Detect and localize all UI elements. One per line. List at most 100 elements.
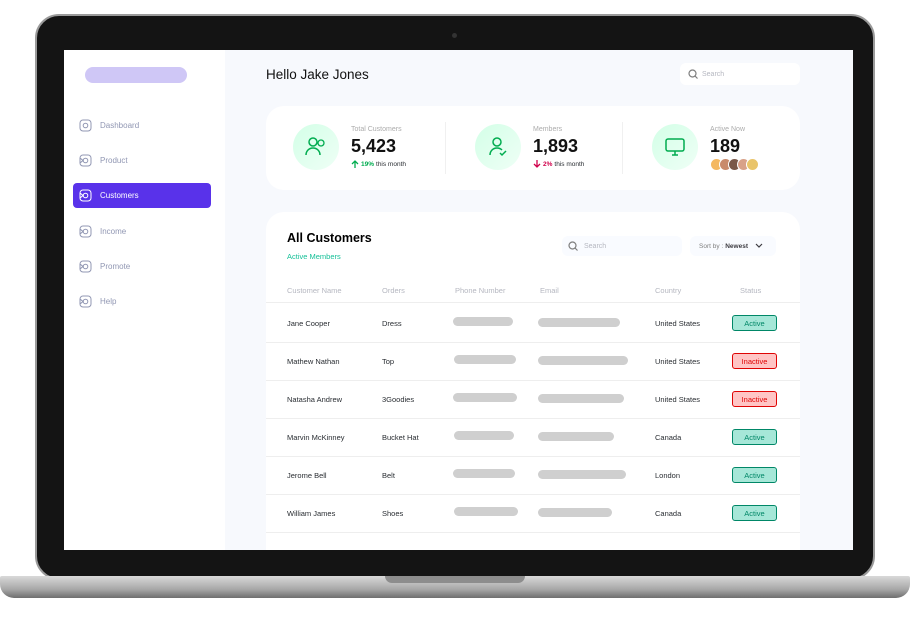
sort-label: Sort by :	[699, 242, 724, 250]
greeting: Hello Jake Jones	[266, 67, 369, 82]
stat-value: 1,893	[533, 136, 579, 156]
nav-item[interactable]: Help	[73, 289, 211, 314]
cell-country: London	[655, 471, 681, 480]
stat-icon-circle	[475, 124, 521, 170]
cell-order: Top	[382, 357, 395, 366]
column-header: Country	[655, 286, 682, 295]
search-placeholder: Search	[584, 242, 607, 250]
laptop-notch	[385, 576, 525, 583]
cell-country: United States	[655, 319, 701, 328]
laptop-base	[0, 576, 910, 598]
email-redacted	[538, 394, 624, 403]
nav-label: Customers	[100, 191, 139, 201]
stat-value: 189	[710, 136, 741, 156]
sort-dropdown[interactable]: Sort by : Newest	[690, 236, 776, 256]
avatar	[746, 158, 759, 171]
stat-change-value: 2%	[543, 161, 553, 168]
cell-name: Mathew Nathan	[287, 357, 340, 366]
nav-label: Product	[100, 156, 128, 166]
cell-order: Bucket Hat	[382, 433, 419, 442]
column-header: Phone Number	[455, 286, 506, 295]
nav-label: Help	[100, 297, 117, 306]
trend-arrow	[533, 160, 541, 168]
nav-label: Income	[100, 226, 127, 236]
phone-redacted	[453, 393, 517, 402]
search-box[interactable]: Search	[680, 63, 800, 85]
column-header: Email	[540, 286, 559, 295]
nav-item[interactable]: Product	[73, 148, 211, 173]
status-badge: Inactive	[732, 353, 777, 369]
nav-chevron	[79, 263, 84, 270]
status-badge: Active	[732, 315, 777, 331]
cell-name: Jane Cooper	[287, 319, 330, 328]
row-separator	[266, 342, 800, 343]
nav-label: Dashboard	[100, 121, 140, 130]
nav-chevron	[79, 157, 84, 164]
stat-period: this month	[554, 161, 585, 168]
cell-name: Marvin McKinney	[287, 433, 345, 442]
cell-country: Canada	[655, 433, 682, 442]
phone-redacted	[454, 507, 518, 516]
nav-item[interactable]: Promote	[73, 254, 211, 279]
stat-label: Active Now	[710, 126, 746, 133]
sort-value: Newest	[725, 242, 748, 250]
nav-chevron	[79, 192, 84, 199]
stat-icon	[489, 137, 507, 157]
nav-item[interactable]: Customers	[73, 183, 211, 209]
cell-name: Jerome Bell	[287, 471, 327, 480]
nav-chevron	[79, 228, 84, 235]
logo	[85, 67, 187, 83]
header-rule	[266, 302, 800, 303]
cell-name: Natasha Andrew	[287, 395, 343, 404]
stats-card: Total Customers 5,423 19% this month Members…	[266, 106, 800, 190]
sort-chevron	[755, 243, 763, 248]
stat-icon-circle	[293, 124, 339, 170]
stat-label: Members	[533, 126, 563, 133]
cell-country: United States	[655, 357, 701, 366]
search-icon	[568, 241, 578, 251]
divider	[622, 122, 623, 174]
cell-name: William James	[287, 509, 336, 518]
cell-order: Dress	[382, 319, 402, 328]
sidebar: Dashboard Product Customers Income Promote He…	[64, 50, 225, 550]
table-title: All Customers	[287, 231, 372, 245]
email-redacted	[538, 432, 614, 441]
email-redacted	[538, 318, 620, 327]
screen: Dashboard Product Customers Income Promote He…	[64, 50, 853, 550]
column-header: Orders	[382, 286, 405, 295]
nav-item[interactable]: Income	[73, 219, 211, 244]
stat-label: Total Customers	[351, 126, 402, 133]
email-redacted	[538, 508, 612, 517]
column-header: Customer Name	[287, 286, 342, 295]
search-icon	[688, 69, 698, 79]
cell-country: United States	[655, 395, 701, 404]
row-separator	[266, 380, 800, 381]
status-badge: Active	[732, 505, 777, 521]
email-redacted	[538, 470, 626, 479]
camera	[452, 33, 457, 38]
cell-order: 3Goodies	[382, 395, 415, 404]
customers-card: All Customers Active Members Search Sort…	[266, 212, 800, 550]
stat-icon	[665, 138, 685, 156]
stat-change: 2% this month	[533, 160, 584, 169]
column-header: Status	[740, 286, 762, 295]
nav-item[interactable]: Dashboard	[73, 113, 211, 138]
table-search[interactable]: Search	[562, 236, 682, 256]
table-subtitle[interactable]: Active Members	[287, 252, 341, 261]
stat-value: 5,423	[351, 136, 397, 156]
cell-country: Canada	[655, 509, 682, 518]
trend-arrow	[351, 160, 359, 168]
stat-period: this month	[376, 161, 407, 168]
row-separator	[266, 494, 800, 495]
stat-change-value: 19%	[361, 161, 375, 168]
cell-order: Shoes	[382, 509, 404, 518]
phone-redacted	[453, 469, 515, 478]
search-placeholder: Search	[702, 70, 725, 78]
stat-icon	[305, 137, 325, 156]
nav-label: Promote	[100, 261, 131, 271]
phone-redacted	[454, 355, 516, 364]
nav-icon	[79, 119, 92, 132]
status-badge: Active	[732, 467, 777, 483]
divider	[445, 122, 446, 174]
